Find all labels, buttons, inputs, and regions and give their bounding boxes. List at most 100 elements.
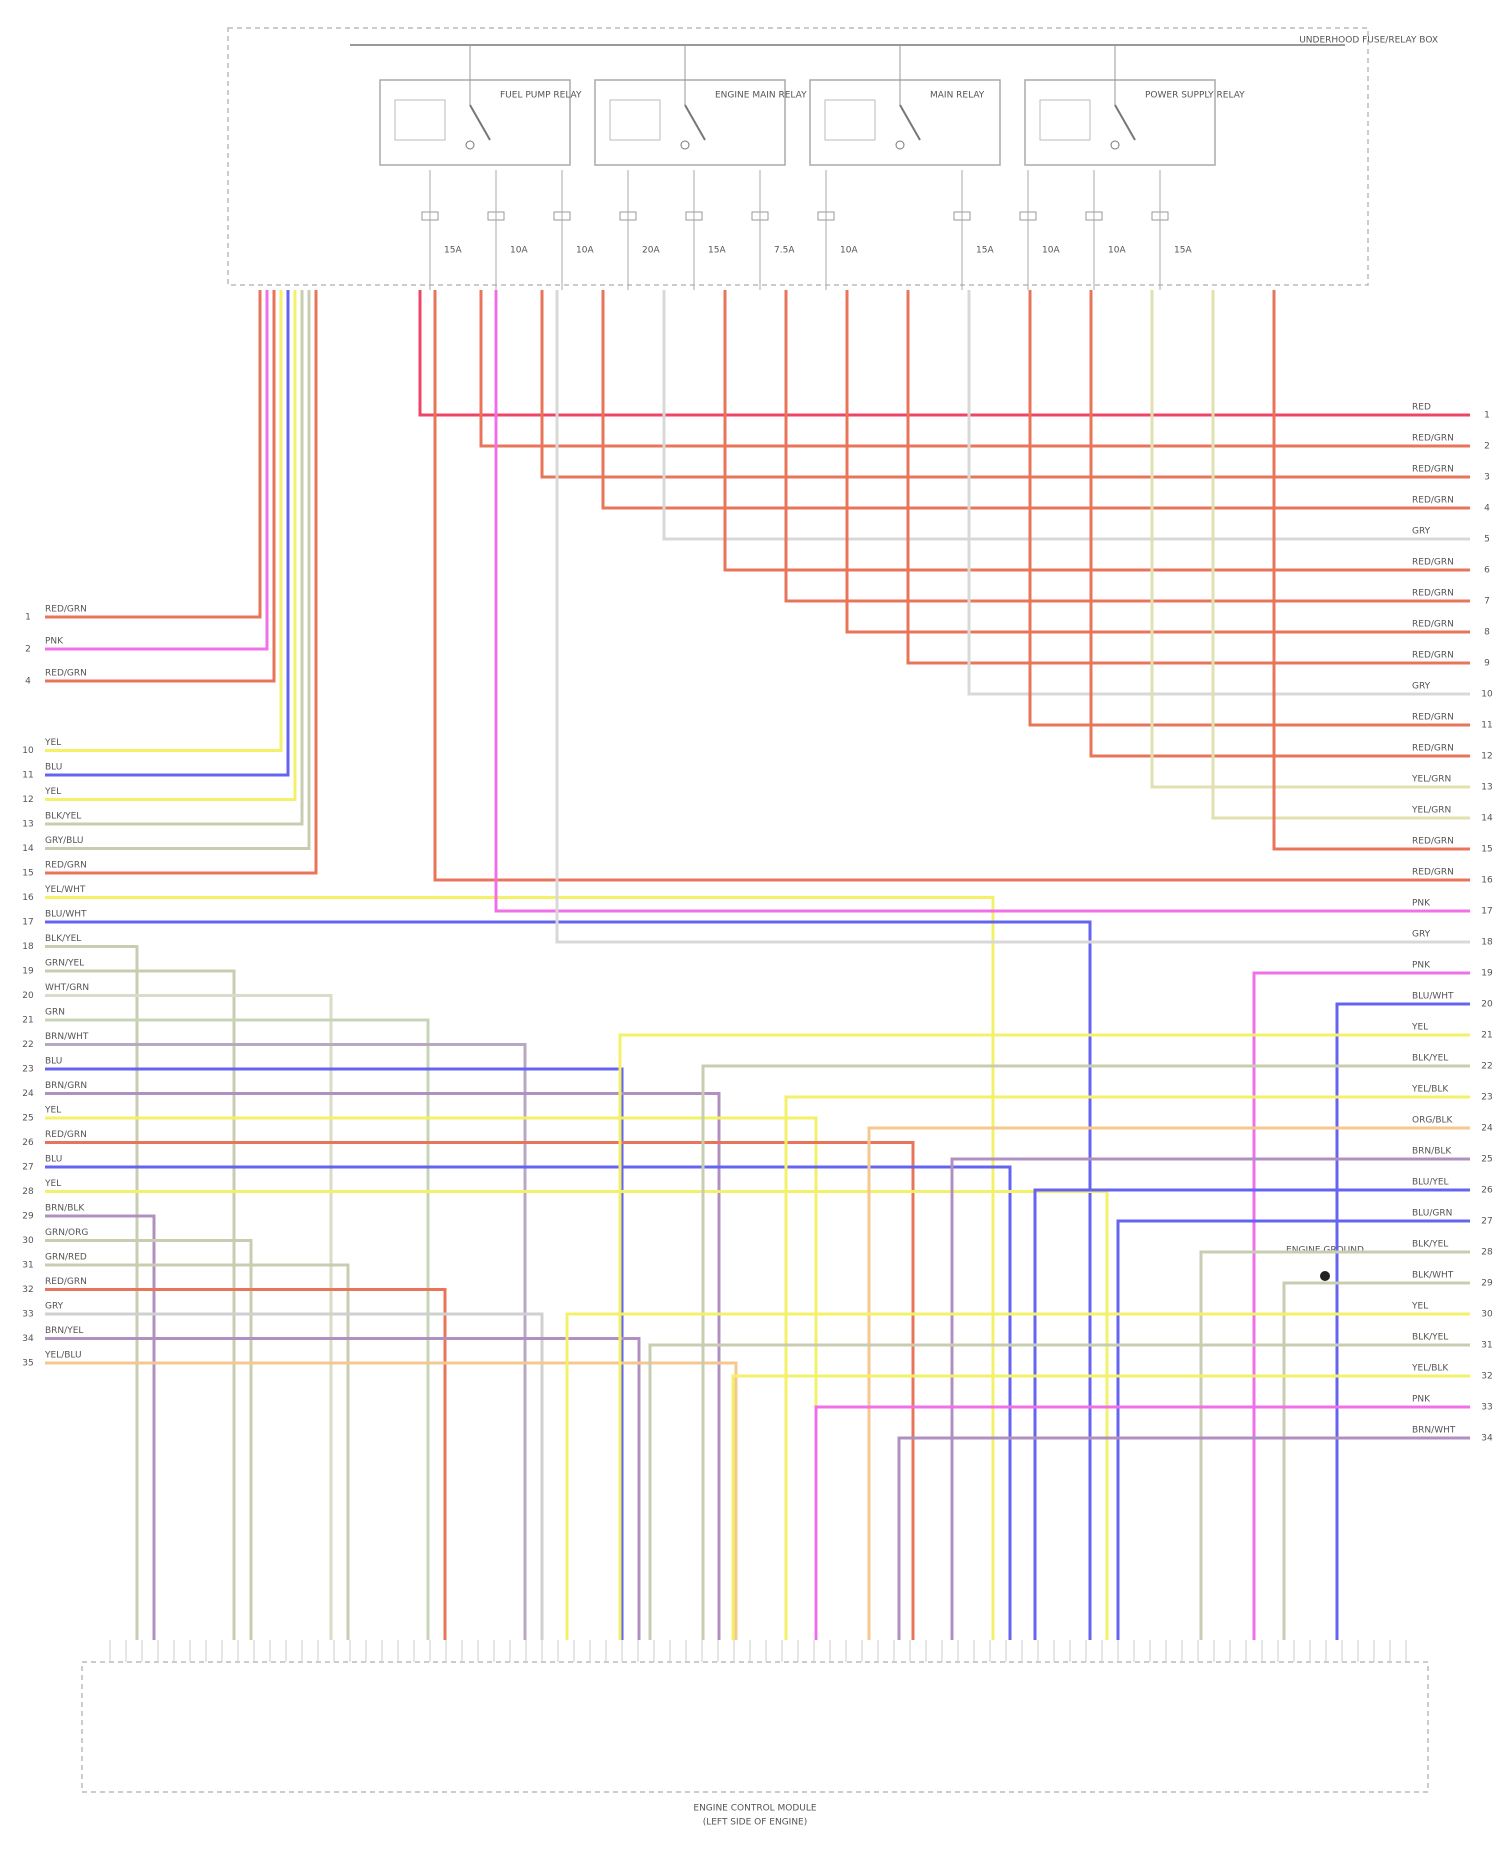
wire	[1116, 1219, 1470, 1640]
wire	[45, 1092, 721, 1640]
wire-label: YEL	[44, 1179, 61, 1189]
wire	[967, 290, 1470, 696]
wire	[45, 1190, 1109, 1640]
fuse-rating: 10A	[840, 246, 858, 256]
pin-number: 30	[1481, 1310, 1493, 1320]
relay-coil	[1039, 99, 1091, 141]
pin-number: 16	[1481, 876, 1493, 886]
wire-label: RED/GRN	[1412, 589, 1454, 599]
wire-label: GRN/ORG	[45, 1228, 88, 1238]
wire	[1150, 290, 1470, 789]
wire	[45, 290, 262, 619]
pin-number: 28	[1481, 1248, 1493, 1258]
pin-number: 1	[25, 613, 31, 623]
pin-number: 4	[1484, 504, 1490, 514]
wire	[950, 1157, 1470, 1640]
wire	[45, 969, 236, 1640]
pin-number: 20	[1481, 1000, 1493, 1010]
wire	[1282, 1281, 1470, 1640]
pin-number: 34	[22, 1334, 34, 1344]
wire	[662, 290, 1470, 541]
pin-number: 23	[1481, 1093, 1492, 1103]
wire	[45, 290, 297, 801]
pin-number: 17	[1481, 907, 1492, 917]
wire-label: RED	[1412, 403, 1431, 413]
wire	[45, 290, 311, 850]
fuse-rating: 15A	[976, 246, 994, 256]
wire-label: YEL/GRN	[1411, 806, 1451, 816]
wire	[494, 290, 1470, 913]
wire	[565, 1312, 1470, 1640]
fuse-rating: 20A	[642, 246, 660, 256]
wire	[45, 920, 1092, 1640]
wire	[45, 1116, 818, 1640]
relay-switch	[899, 104, 921, 141]
relay-switch	[1114, 104, 1136, 141]
wire-label: GRN/RED	[45, 1253, 87, 1263]
wire-label: GRN/YEL	[45, 959, 84, 969]
ground-point	[1320, 1271, 1330, 1281]
wire-label: RED/GRN	[1412, 465, 1454, 475]
wire	[867, 1126, 1470, 1640]
relay-contact	[1110, 140, 1120, 150]
fuse-rating: 10A	[1042, 246, 1060, 256]
pin-number: 6	[1484, 566, 1490, 576]
wire-label: RED/GRN	[45, 669, 87, 679]
wire	[45, 290, 283, 752]
wire	[45, 1361, 738, 1640]
pin-number: 11	[22, 771, 33, 781]
wire	[45, 290, 269, 651]
wire	[1335, 1002, 1470, 1640]
relay-contact	[465, 140, 475, 150]
wire	[45, 290, 290, 777]
fuse-rating: 7.5A	[774, 246, 795, 256]
pin-number: 25	[22, 1114, 33, 1124]
pin-number: 10	[1481, 690, 1493, 700]
module-sublabel: (LEFT SIDE OF ENGINE)	[703, 1818, 808, 1828]
wire-label: BRN/BLK	[45, 1204, 85, 1214]
wire-label: RED/GRN	[45, 861, 87, 871]
wire	[45, 1288, 447, 1640]
fuse-box-label: UNDERHOOD FUSE/RELAY BOX	[1299, 36, 1438, 46]
wire-label: YEL/BLK	[1411, 1364, 1449, 1374]
pin-number: 22	[1481, 1062, 1492, 1072]
pin-number: 14	[22, 844, 34, 854]
wire-label: YEL/GRN	[1411, 775, 1451, 785]
wire	[45, 1214, 156, 1640]
wire-label: RED/GRN	[1412, 434, 1454, 444]
wire	[601, 290, 1470, 510]
wire	[897, 1436, 1470, 1640]
pin-number: 20	[22, 991, 34, 1001]
wire	[1272, 290, 1470, 851]
wire	[1033, 1188, 1470, 1640]
pin-number: 32	[22, 1285, 33, 1295]
pin-number: 18	[22, 942, 34, 952]
wire-label: GRY	[45, 1302, 64, 1312]
wire-label: PNK	[1412, 961, 1431, 971]
fuse-rating: 10A	[1108, 246, 1126, 256]
wire-label: RED/GRN	[45, 605, 87, 615]
wire-label: RED/GRN	[1412, 744, 1454, 754]
wire-label: BLU	[45, 1057, 62, 1067]
wire-label: RED/GRN	[1412, 620, 1454, 630]
wire-label: BLK/WHT	[1412, 1271, 1454, 1281]
pin-number: 5	[1484, 535, 1490, 545]
pin-number: 31	[22, 1261, 33, 1271]
pin-number: 10	[22, 746, 34, 756]
wire-label: YEL	[1411, 1302, 1428, 1312]
wire	[731, 1374, 1470, 1640]
wire-label: RED/GRN	[1412, 837, 1454, 847]
wire	[433, 290, 1470, 882]
pin-number: 15	[1481, 845, 1492, 855]
wire-label: YEL/BLU	[44, 1351, 82, 1361]
relay-label: POWER SUPPLY RELAY	[1145, 91, 1245, 101]
pin-number: 23	[22, 1065, 33, 1075]
wire-label: YEL/WHT	[44, 885, 86, 895]
pin-number: 12	[22, 795, 33, 805]
wire	[784, 1095, 1470, 1640]
wire-label: RED/GRN	[45, 1277, 87, 1287]
wire-label: GRY	[1412, 930, 1431, 940]
wire	[45, 1043, 527, 1640]
fuse-rating: 15A	[708, 246, 726, 256]
relay	[594, 79, 786, 166]
